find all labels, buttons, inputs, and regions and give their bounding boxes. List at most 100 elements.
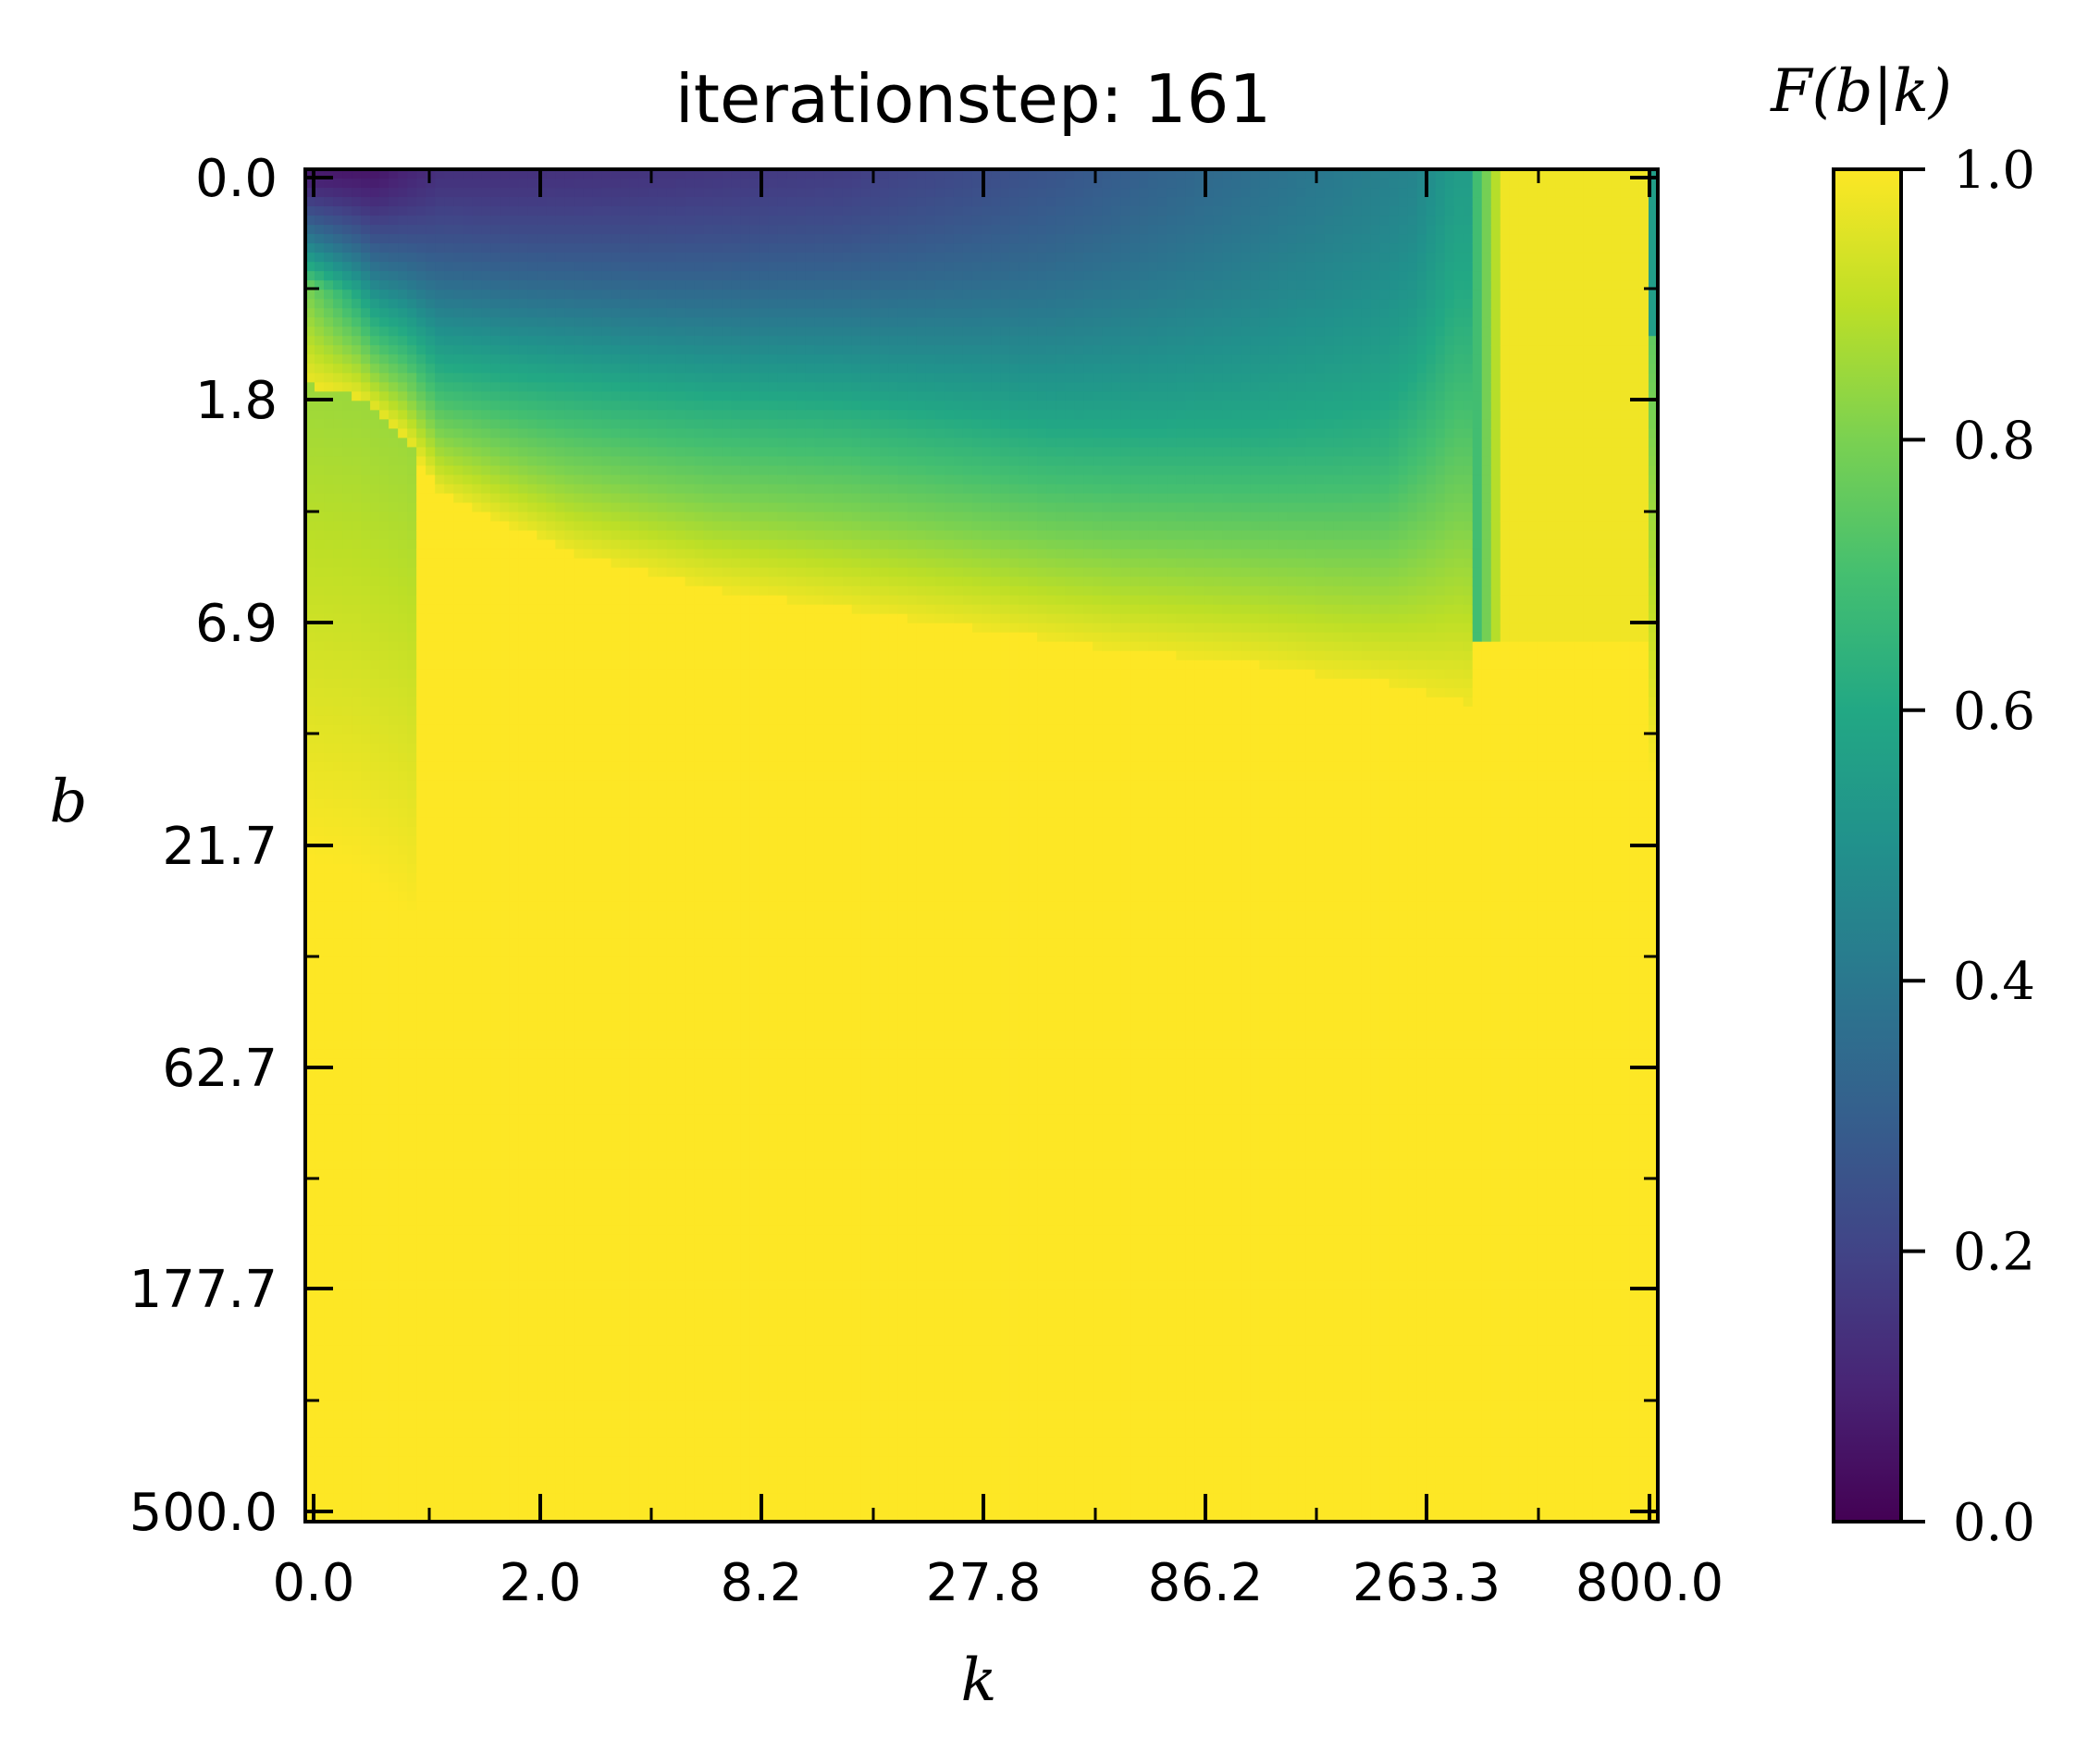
heatmap-cell: [555, 669, 565, 680]
heatmap-cell: [527, 873, 537, 883]
heatmap-cell: [509, 1317, 519, 1328]
heatmap-cell: [426, 280, 436, 290]
heatmap-cell: [481, 826, 491, 837]
heatmap-cell: [611, 530, 622, 541]
heatmap-cell: [305, 780, 315, 791]
heatmap-cell: [574, 604, 585, 615]
heatmap-cell: [500, 1178, 510, 1190]
heatmap-cell: [555, 253, 565, 263]
heatmap-cell: [611, 243, 622, 253]
heatmap-cell: [583, 678, 594, 689]
heatmap-cell: [564, 835, 574, 846]
heatmap-cell: [546, 826, 556, 837]
heatmap-cell: [389, 919, 399, 930]
heatmap-cell: [342, 502, 352, 513]
heatmap-cell: [315, 1354, 325, 1365]
heatmap-cell: [407, 484, 417, 495]
heatmap-cell: [546, 1299, 556, 1310]
heatmap-cell: [324, 947, 334, 957]
heatmap-cell: [333, 697, 343, 708]
heatmap-cell: [564, 262, 574, 272]
heatmap-cell: [555, 1234, 565, 1245]
heatmap-cell: [481, 1049, 491, 1059]
heatmap-cell: [426, 1114, 436, 1125]
heatmap-cell: [472, 975, 482, 985]
heatmap-cell: [574, 1447, 585, 1458]
heatmap-cell: [463, 706, 473, 717]
heatmap-cell: [537, 1104, 547, 1115]
heatmap-cell: [398, 345, 408, 355]
heatmap-cell: [453, 1308, 463, 1319]
heatmap-cell: [537, 382, 547, 392]
heatmap-cell: [592, 604, 603, 615]
heatmap-cell: [601, 419, 612, 429]
heatmap-cell: [370, 1299, 380, 1310]
heatmap-cell: [518, 1003, 528, 1013]
heatmap-cell: [546, 493, 556, 504]
heatmap-cell: [564, 1169, 574, 1180]
heatmap-cell: [601, 1049, 612, 1059]
heatmap-cell: [564, 438, 574, 449]
heatmap-cell: [361, 771, 371, 782]
heatmap-cell: [537, 475, 547, 486]
heatmap-cell: [463, 975, 473, 985]
heatmap-cell: [463, 1419, 473, 1430]
heatmap-cell: [379, 1077, 389, 1087]
heatmap-cell: [324, 447, 334, 458]
heatmap-cell: [472, 1502, 482, 1513]
heatmap-cell: [444, 1188, 454, 1199]
heatmap-cell: [453, 706, 463, 717]
heatmap-cell: [611, 984, 622, 994]
heatmap-cell: [398, 327, 408, 337]
heatmap-cell: [583, 234, 594, 244]
heatmap-cell: [324, 327, 334, 337]
heatmap-cell: [564, 919, 574, 930]
heatmap-cell: [324, 687, 334, 698]
heatmap-cell: [444, 1095, 454, 1105]
heatmap-cell: [472, 966, 482, 976]
heatmap-cell: [352, 530, 362, 541]
heatmap-cell: [370, 345, 380, 355]
heatmap-cell: [361, 401, 371, 411]
heatmap-cell: [583, 752, 594, 763]
heatmap-cell: [592, 901, 603, 911]
heatmap-cell: [370, 761, 380, 772]
heatmap-cell: [389, 910, 399, 920]
heatmap-cell: [416, 465, 426, 476]
heatmap-cell: [611, 308, 622, 318]
heatmap-cell: [555, 558, 565, 569]
heatmap-cell: [500, 1188, 510, 1199]
heatmap-cell: [509, 1132, 519, 1143]
heatmap-cell: [342, 438, 352, 449]
heatmap-cell: [305, 660, 315, 671]
heatmap-cell: [453, 901, 463, 911]
heatmap-cell: [453, 1280, 463, 1291]
heatmap-cell: [416, 327, 426, 337]
heatmap-cell: [352, 956, 362, 967]
heatmap-cell: [315, 1067, 325, 1078]
heatmap-cell: [592, 1262, 603, 1273]
heatmap-cell: [546, 539, 556, 550]
heatmap-cell: [342, 1336, 352, 1347]
heatmap-cell: [389, 382, 399, 392]
heatmap-cell: [333, 1188, 343, 1199]
heatmap-cell: [564, 1252, 574, 1264]
heatmap-cell: [370, 706, 380, 717]
heatmap-cell: [426, 724, 436, 735]
heatmap-cell: [453, 197, 463, 207]
heatmap-cell: [379, 549, 389, 560]
heatmap-cell: [444, 1474, 454, 1486]
heatmap-cell: [444, 1141, 454, 1153]
heatmap-cell: [435, 1511, 445, 1522]
heatmap-cell: [472, 419, 482, 429]
heatmap-cell: [361, 1077, 371, 1087]
heatmap-cell: [324, 234, 334, 244]
heatmap-cell: [435, 1188, 445, 1199]
heatmap-cell: [583, 576, 594, 587]
heatmap-cell: [583, 1484, 594, 1495]
heatmap-cell: [435, 780, 445, 791]
heatmap-cell: [518, 1077, 528, 1087]
heatmap-cell: [444, 280, 454, 290]
heatmap-cell: [324, 1178, 334, 1190]
heatmap-cell: [574, 1197, 585, 1208]
